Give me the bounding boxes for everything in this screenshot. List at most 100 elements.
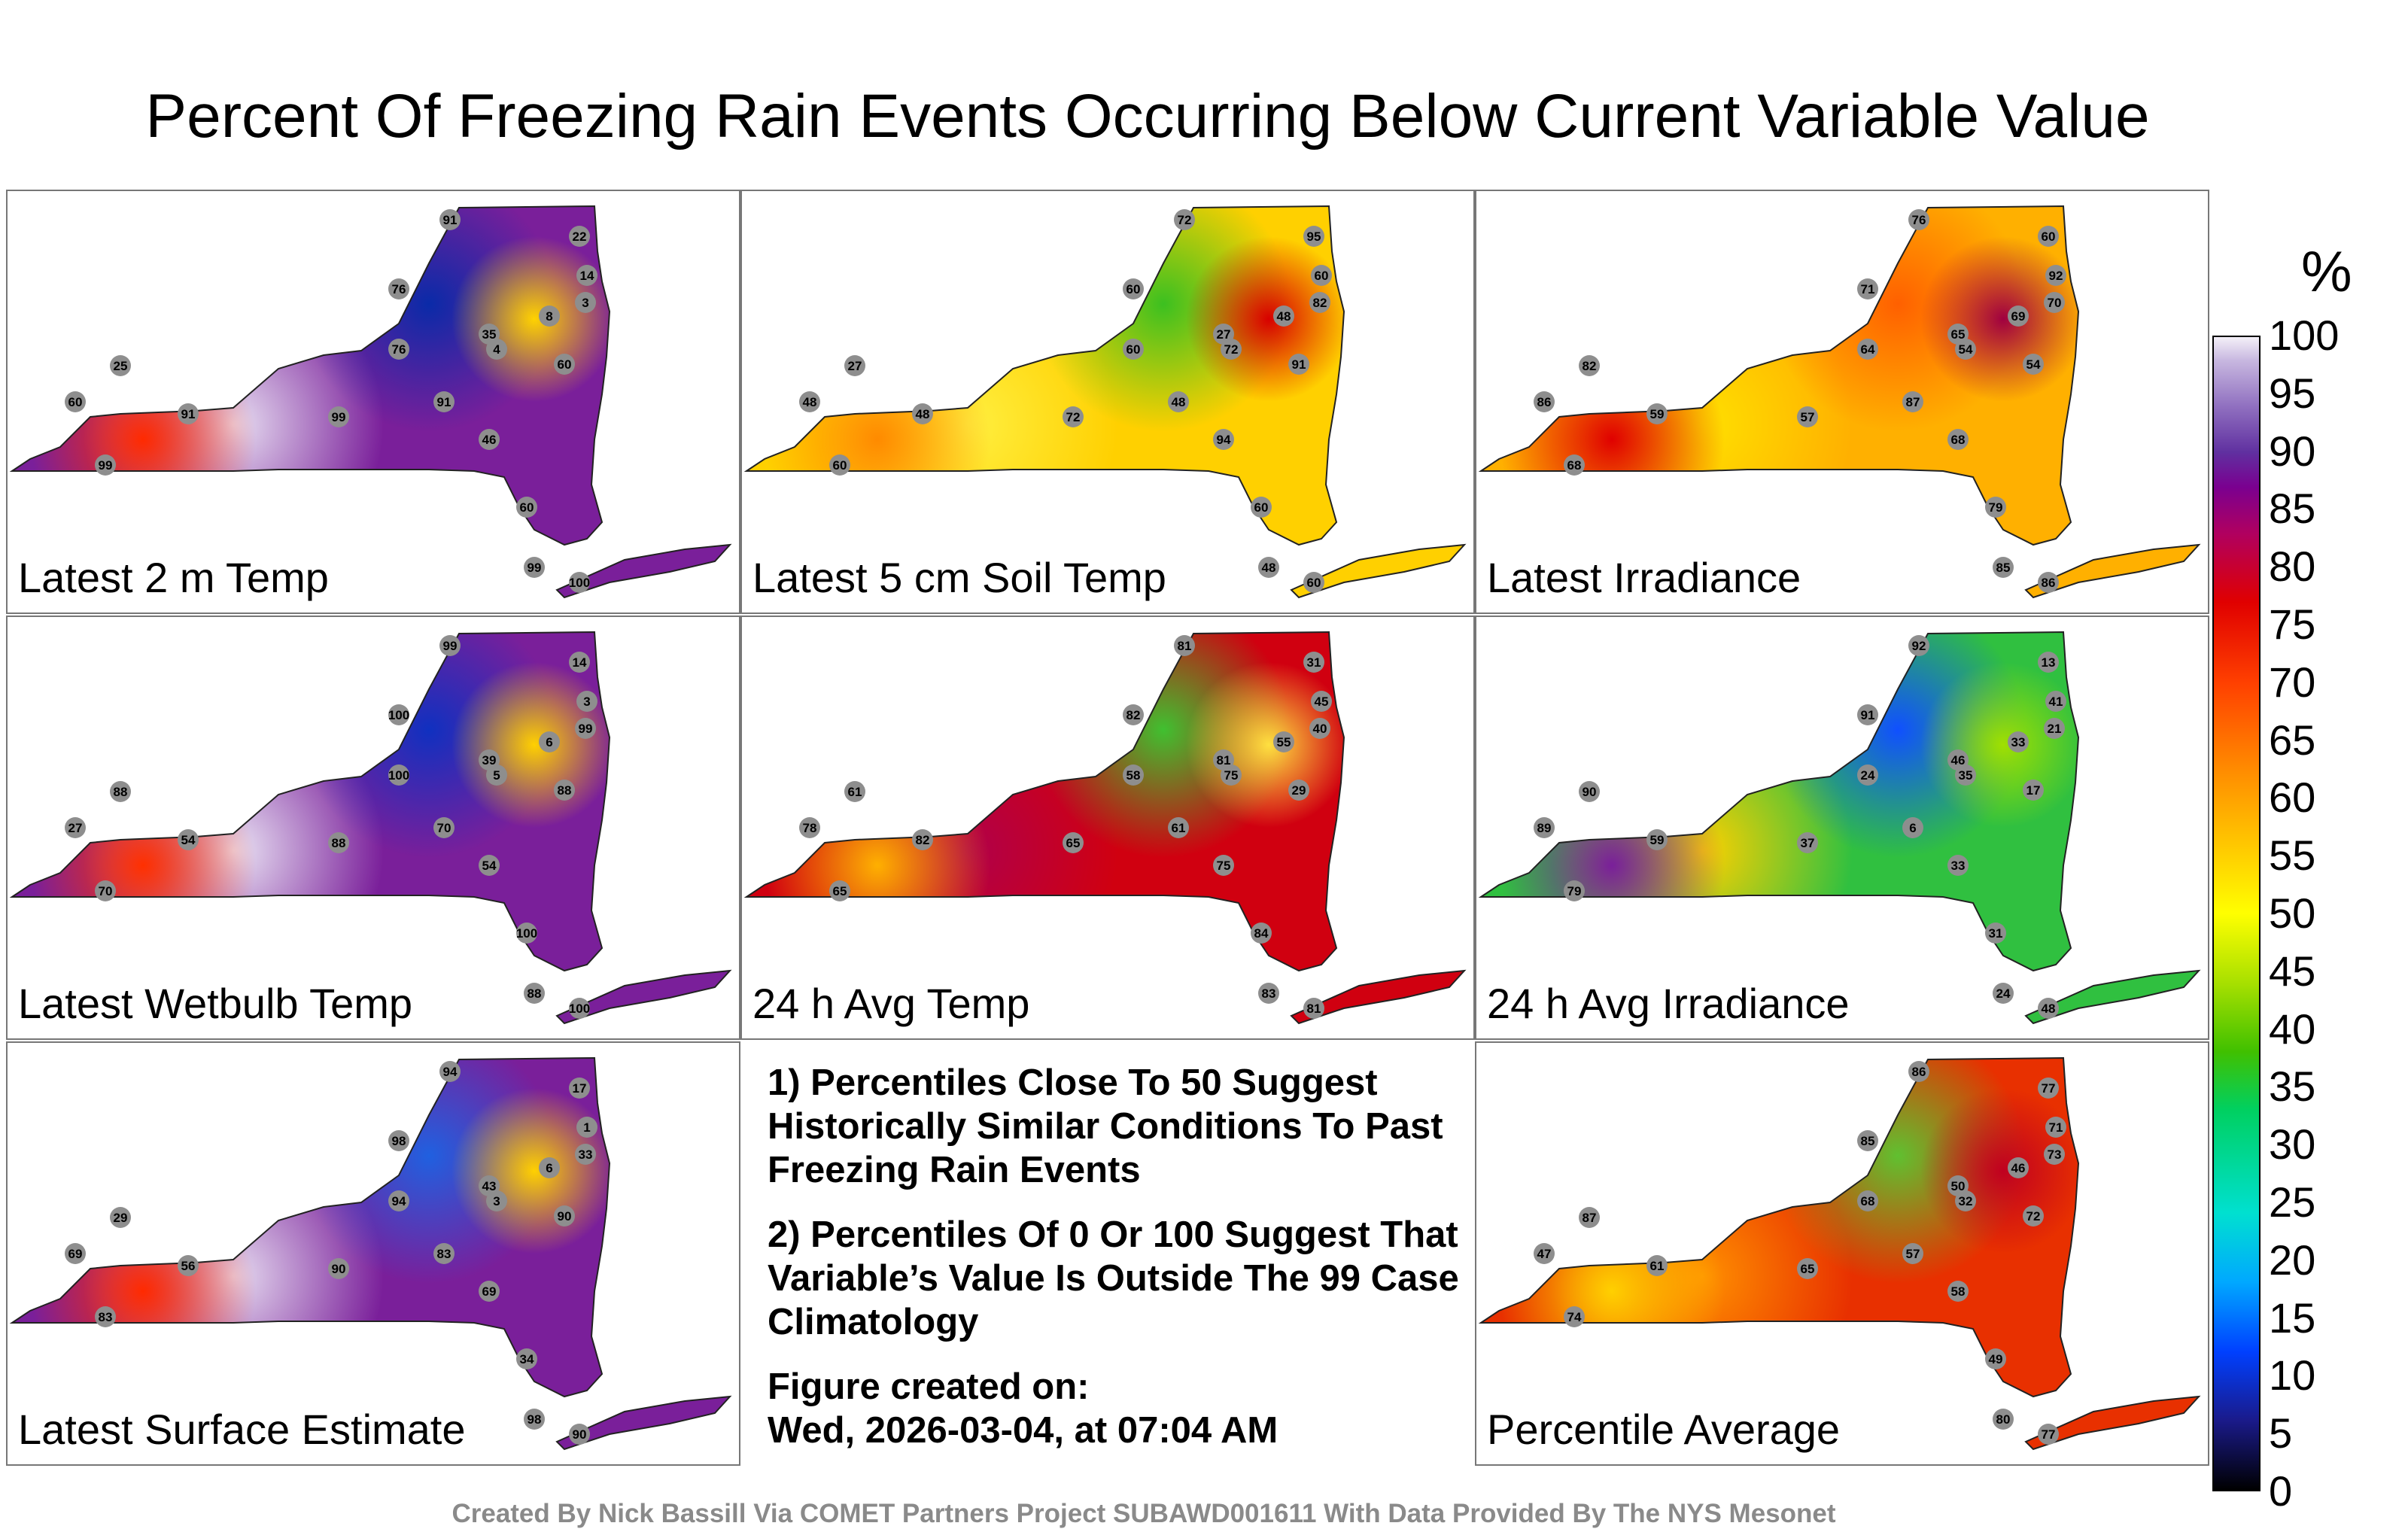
svg-text:50: 50 bbox=[1951, 1179, 1966, 1193]
map-panel-2m-temp: 91 76 25 60 99 91 35 4 8 14 60 22 3 76 99 91 46 60 99 100 La… bbox=[6, 190, 740, 614]
station-marker: 14 bbox=[576, 265, 597, 286]
note-percentile-50: 1) Percentiles Close To 50 Suggest Histo… bbox=[768, 1062, 1443, 1190]
svg-text:91: 91 bbox=[181, 407, 196, 421]
station-marker: 22 bbox=[569, 226, 590, 247]
svg-text:48: 48 bbox=[2042, 1002, 2056, 1016]
svg-text:86: 86 bbox=[1537, 395, 1552, 409]
station-marker: 77 bbox=[2038, 1424, 2059, 1445]
colorbar-unit: % bbox=[2301, 240, 2352, 304]
svg-text:54: 54 bbox=[2026, 357, 2041, 372]
svg-text:17: 17 bbox=[2026, 783, 2041, 798]
svg-text:57: 57 bbox=[1801, 410, 1815, 424]
station-marker: 65 bbox=[1797, 1258, 1818, 1279]
station-marker: 4 bbox=[486, 339, 507, 360]
svg-text:14: 14 bbox=[573, 655, 587, 670]
credits-footer: Created By Nick Bassill Via COMET Partne… bbox=[451, 1499, 1836, 1528]
svg-text:70: 70 bbox=[2048, 296, 2062, 310]
station-marker: 83 bbox=[433, 1243, 455, 1264]
station-marker: 60 bbox=[1251, 497, 1272, 518]
svg-text:82: 82 bbox=[1313, 296, 1327, 310]
svg-text:60: 60 bbox=[1254, 500, 1269, 515]
map-panel-percentile-average: 86 85 87 47 74 61 50 32 46 71 72 77 73 68 65 57 58 49 80 77… bbox=[1475, 1041, 2209, 1466]
station-marker: 24 bbox=[1857, 764, 1878, 786]
panel-label: Percentile Average bbox=[1487, 1406, 1841, 1453]
colorbar-tick-label: 65 bbox=[2269, 716, 2316, 764]
panel-label: 24 h Avg Temp bbox=[752, 980, 1030, 1027]
svg-text:78: 78 bbox=[803, 821, 817, 835]
svg-text:3: 3 bbox=[583, 695, 590, 709]
station-marker: 61 bbox=[844, 781, 865, 802]
svg-text:71: 71 bbox=[1861, 282, 1875, 296]
station-marker: 82 bbox=[1123, 704, 1144, 725]
station-marker: 92 bbox=[1908, 635, 1929, 656]
svg-text:1: 1 bbox=[583, 1120, 590, 1135]
svg-text:6: 6 bbox=[546, 1161, 552, 1175]
station-marker: 48 bbox=[1168, 391, 1189, 412]
svg-text:31: 31 bbox=[1989, 926, 2003, 941]
svg-text:100: 100 bbox=[388, 708, 409, 722]
svg-text:95: 95 bbox=[1307, 229, 1321, 244]
svg-text:91: 91 bbox=[437, 395, 451, 409]
svg-text:24: 24 bbox=[1861, 768, 1875, 783]
svg-text:69: 69 bbox=[68, 1247, 83, 1261]
station-marker: 48 bbox=[1258, 557, 1279, 578]
svg-text:59: 59 bbox=[1650, 407, 1665, 421]
station-marker: 37 bbox=[1797, 832, 1818, 853]
svg-text:24: 24 bbox=[1996, 986, 2011, 1001]
station-marker: 45 bbox=[1311, 691, 1332, 712]
svg-text:100: 100 bbox=[569, 1002, 590, 1016]
svg-text:84: 84 bbox=[1254, 926, 1269, 941]
colorbar-tick-label: 50 bbox=[2269, 889, 2316, 937]
svg-text:65: 65 bbox=[1066, 836, 1081, 850]
station-marker: 88 bbox=[524, 983, 545, 1004]
station-marker: 87 bbox=[1579, 1207, 1600, 1228]
svg-text:58: 58 bbox=[1951, 1284, 1966, 1299]
svg-text:48: 48 bbox=[1172, 395, 1186, 409]
svg-text:69: 69 bbox=[2011, 309, 2026, 324]
svg-text:65: 65 bbox=[1951, 327, 1966, 342]
station-marker: 58 bbox=[1947, 1281, 1969, 1302]
svg-text:74: 74 bbox=[1567, 1310, 1582, 1324]
svg-text:83: 83 bbox=[1262, 986, 1276, 1001]
svg-text:13: 13 bbox=[2042, 655, 2056, 670]
svg-text:33: 33 bbox=[579, 1147, 593, 1162]
svg-text:88: 88 bbox=[114, 785, 128, 799]
station-marker: 31 bbox=[1303, 652, 1324, 673]
station-marker: 54 bbox=[178, 829, 199, 850]
colorbar-tick-label: 5 bbox=[2269, 1409, 2293, 1457]
svg-text:49: 49 bbox=[1989, 1352, 2003, 1366]
station-marker: 32 bbox=[1955, 1190, 1976, 1211]
station-marker: 74 bbox=[1564, 1306, 1585, 1327]
svg-text:60: 60 bbox=[1126, 282, 1141, 296]
svg-text:21: 21 bbox=[2048, 722, 2062, 736]
station-marker: 91 bbox=[1288, 354, 1309, 375]
map-panel-soil-temp: 72 60 27 48 60 48 27 72 48 60 91 95 82 60 72 48 94 60 48 60… bbox=[740, 190, 1475, 614]
station-marker: 6 bbox=[539, 1157, 560, 1178]
station-marker: 46 bbox=[479, 429, 500, 450]
svg-text:60: 60 bbox=[2042, 229, 2056, 244]
station-marker: 94 bbox=[439, 1061, 461, 1082]
svg-text:72: 72 bbox=[1066, 410, 1081, 424]
svg-text:35: 35 bbox=[482, 327, 497, 342]
station-marker: 75 bbox=[1213, 855, 1234, 876]
svg-text:86: 86 bbox=[2042, 576, 2056, 590]
station-marker: 75 bbox=[1221, 764, 1242, 786]
svg-text:60: 60 bbox=[1315, 269, 1329, 283]
station-marker: 27 bbox=[844, 355, 865, 376]
svg-text:27: 27 bbox=[848, 359, 862, 373]
svg-text:81: 81 bbox=[1217, 753, 1231, 768]
map-panel-wetbulb-temp: 99 100 88 27 70 54 39 5 6 3 88 14 99 100 88 70 54 100 88 10… bbox=[6, 616, 740, 1040]
colorbar-tick-label: 70 bbox=[2269, 658, 2316, 706]
svg-text:65: 65 bbox=[833, 884, 847, 898]
station-marker: 3 bbox=[576, 691, 597, 712]
station-marker: 60 bbox=[516, 497, 537, 518]
station-marker: 69 bbox=[65, 1243, 86, 1264]
svg-text:65: 65 bbox=[1801, 1262, 1815, 1276]
station-marker: 85 bbox=[1857, 1130, 1878, 1151]
svg-text:76: 76 bbox=[392, 342, 406, 357]
svg-text:45: 45 bbox=[1315, 695, 1329, 709]
svg-text:83: 83 bbox=[437, 1247, 451, 1261]
station-marker: 48 bbox=[799, 391, 820, 412]
